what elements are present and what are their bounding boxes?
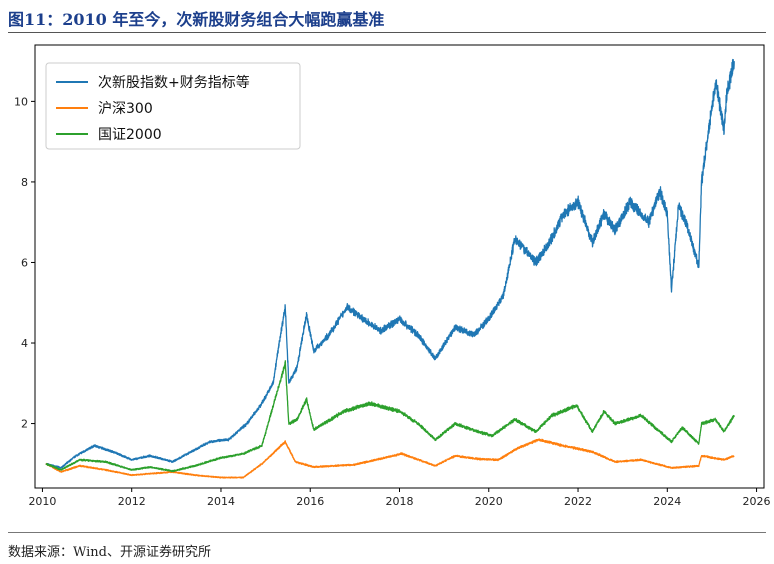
line-chart: 2010 2012 2014 2016 2018 2020 2022 2024 2026 2 4 6 8…: [14, 44, 771, 508]
source-note: 数据来源：Wind、开源证券研究所: [8, 545, 211, 560]
series-layer: [45, 58, 735, 479]
title-rule: [8, 32, 766, 33]
x-tick-label-8: 2026: [743, 495, 771, 508]
legend-box: [45, 62, 301, 150]
x-tick-label-5: 2020: [475, 495, 503, 508]
series-line-0: [45, 58, 735, 469]
y-tick-label-3: 8: [21, 176, 28, 189]
x-tick-label-2: 2014: [207, 495, 235, 508]
y-tick-label-1: 4: [21, 337, 28, 350]
x-tick-label-3: 2016: [296, 495, 324, 508]
x-tick-label-4: 2018: [386, 495, 414, 508]
x-tick-label-0: 2010: [28, 495, 56, 508]
y-tick-label-2: 6: [21, 256, 28, 269]
legend-label-0: 次新股指数+财务指标等: [98, 74, 250, 91]
x-tick-label-7: 2024: [653, 495, 681, 508]
footer-rule: [8, 532, 766, 533]
x-tick-label-6: 2022: [564, 495, 592, 508]
y-tick-label-0: 2: [21, 418, 28, 431]
y-tick-label-4: 10: [14, 95, 28, 108]
x-tick-label-1: 2012: [118, 495, 146, 508]
legend-label-1: 沪深300: [98, 101, 153, 117]
legend-label-2: 国证2000: [98, 127, 162, 143]
series-line-2: [45, 360, 735, 473]
series-line-1: [45, 438, 735, 479]
figure-title: 图11：2010 年至今，次新股财务组合大幅跑赢基准: [8, 10, 385, 29]
axis-ticks: 2010 2012 2014 2016 2018 2020 2022 2024 2026 2 4 6 8…: [14, 95, 771, 508]
